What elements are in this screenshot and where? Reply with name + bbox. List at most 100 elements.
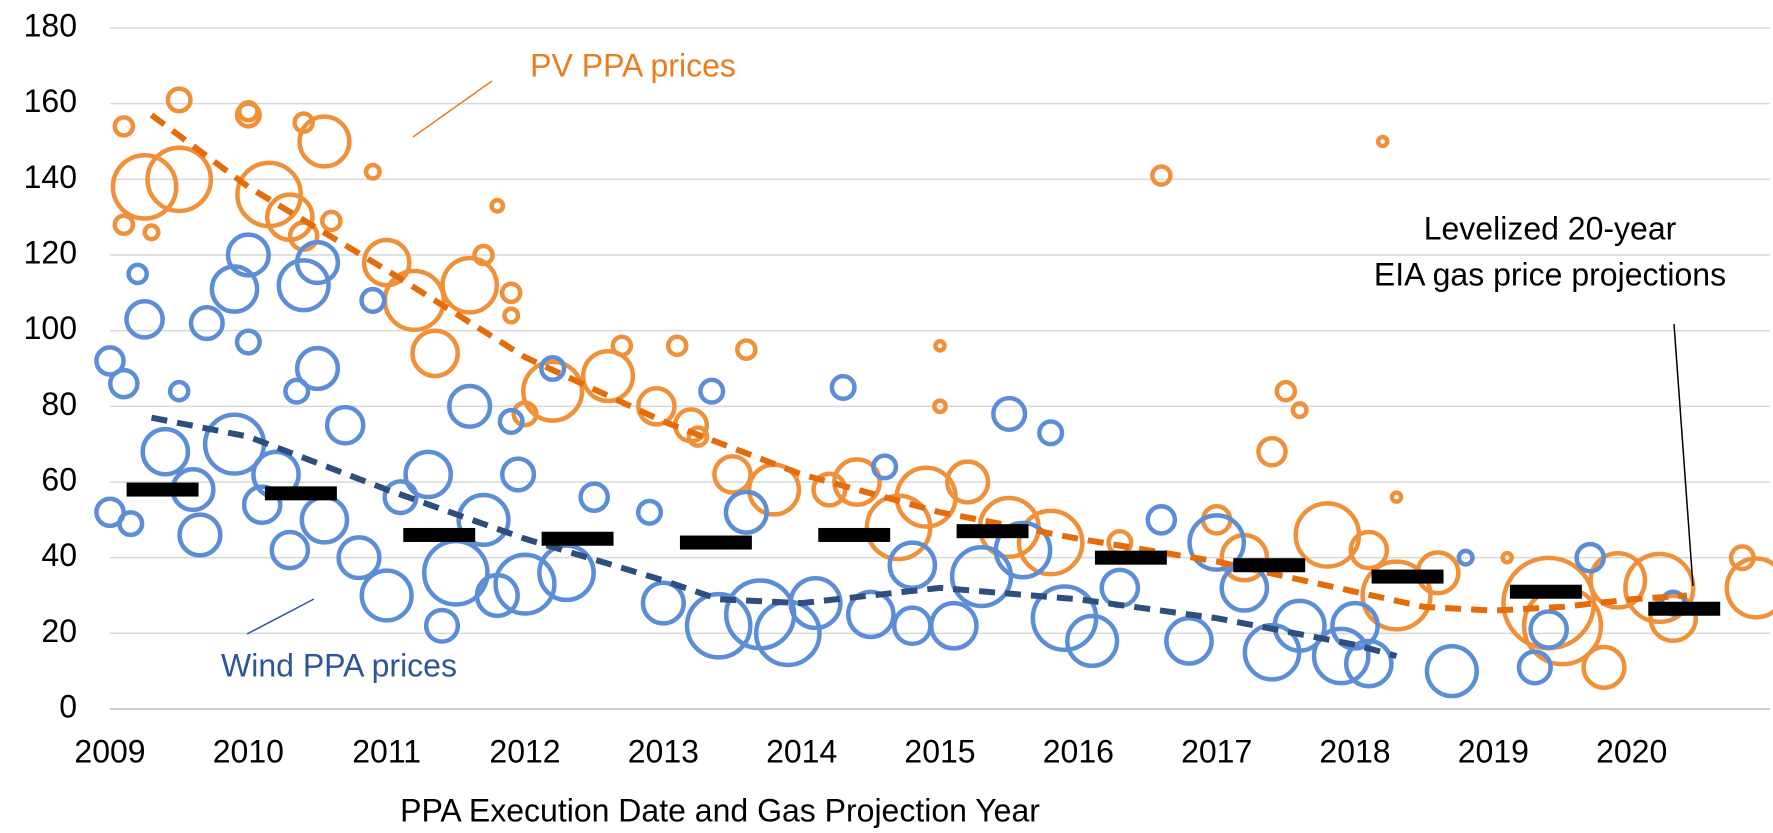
gas-price-bar <box>956 524 1029 539</box>
bubble <box>234 328 262 356</box>
pv-leader <box>412 80 493 138</box>
bubble <box>511 400 539 428</box>
bubble <box>945 459 991 505</box>
bubble <box>832 457 882 507</box>
bubble <box>294 239 341 286</box>
gas-price-bar <box>541 531 614 546</box>
gas-leader <box>1673 323 1694 587</box>
bubble <box>500 456 537 493</box>
bubble <box>423 607 461 644</box>
bubble <box>359 568 414 623</box>
bubble <box>892 605 933 647</box>
bubble <box>410 328 460 379</box>
bubble <box>108 367 140 400</box>
bubble <box>112 213 136 237</box>
bubble <box>845 589 896 640</box>
bubble <box>294 345 341 392</box>
bubble <box>112 115 136 138</box>
bubble <box>177 512 223 558</box>
bubble <box>933 339 947 353</box>
gas-annotation: EIA gas price projections <box>1374 256 1726 292</box>
bubble <box>403 449 454 500</box>
bubble <box>991 395 1028 432</box>
bubble <box>871 453 899 481</box>
bubble <box>456 492 511 547</box>
bubble <box>1528 609 1569 650</box>
bubble <box>521 359 585 423</box>
bubble <box>299 494 350 545</box>
bubble <box>1348 529 1390 571</box>
bubble <box>1648 593 1699 644</box>
x-tick-label: 2020 <box>1596 733 1667 769</box>
bubble <box>472 243 495 267</box>
bubble <box>1581 644 1627 690</box>
gas-price-bar <box>1509 584 1582 599</box>
bubble <box>610 334 634 358</box>
bubble <box>698 377 726 405</box>
bubble <box>635 498 664 526</box>
bubble <box>165 86 193 114</box>
x-tick-label: 2016 <box>1043 733 1114 769</box>
bubble <box>324 404 366 446</box>
bubble <box>1200 504 1233 536</box>
bubble <box>684 591 753 660</box>
bubble <box>124 298 165 340</box>
x-axis-title: PPA Execution Date and Gas Projection Ye… <box>400 792 1040 828</box>
bubble <box>359 286 387 314</box>
bubble <box>140 426 191 477</box>
bubble <box>269 529 311 571</box>
bubble <box>1037 419 1065 447</box>
x-tick-label: 2017 <box>1181 733 1252 769</box>
wind-leader <box>246 598 315 635</box>
gas-price-bar <box>264 486 337 501</box>
bubble <box>1311 626 1371 686</box>
bubble <box>1065 613 1120 669</box>
bubble <box>209 264 260 314</box>
bubble <box>1343 638 1394 689</box>
bubble <box>1588 550 1648 610</box>
bubble <box>1456 548 1475 567</box>
x-tick-label: 2011 <box>352 733 421 769</box>
y-tick-label: 60 <box>41 461 77 497</box>
bubble <box>932 398 948 415</box>
bubble <box>320 209 343 233</box>
trend-line <box>149 112 1688 614</box>
bubble <box>686 425 710 448</box>
bubble <box>1724 556 1773 620</box>
bubble <box>1290 401 1309 420</box>
bubble <box>1272 598 1327 653</box>
bubble <box>142 223 161 242</box>
x-tick-label: 2015 <box>904 733 975 769</box>
gas-price-bar <box>1233 558 1306 573</box>
bubble <box>735 338 758 361</box>
bubble <box>949 544 1014 609</box>
bubble <box>447 383 493 429</box>
y-tick-label: 140 <box>24 159 77 195</box>
bubble <box>1424 644 1479 699</box>
bubble <box>578 481 610 513</box>
bubble <box>1516 649 1553 686</box>
x-tick-label: 2010 <box>213 733 284 769</box>
bubble <box>336 535 382 581</box>
bubble <box>499 281 523 305</box>
gas-price-bar <box>1648 601 1721 616</box>
bubble <box>1360 559 1433 632</box>
gas-price-bar <box>1094 550 1167 565</box>
trend-line <box>150 414 1398 659</box>
bubble <box>283 377 311 405</box>
bubble <box>225 232 271 278</box>
y-tick-label: 160 <box>24 83 77 119</box>
gas-price-bar <box>126 482 199 497</box>
bubble <box>811 471 848 508</box>
y-tick-label: 20 <box>41 613 77 649</box>
bubble <box>110 153 179 221</box>
bubble <box>829 373 857 401</box>
bubble <box>1016 508 1085 577</box>
bubble <box>1574 541 1606 574</box>
bubble <box>489 197 506 214</box>
y-tick-label: 0 <box>59 688 77 724</box>
gas-price-bar <box>818 527 891 542</box>
y-tick-label: 40 <box>41 537 77 573</box>
bubble <box>440 255 500 315</box>
bubble <box>712 454 753 495</box>
